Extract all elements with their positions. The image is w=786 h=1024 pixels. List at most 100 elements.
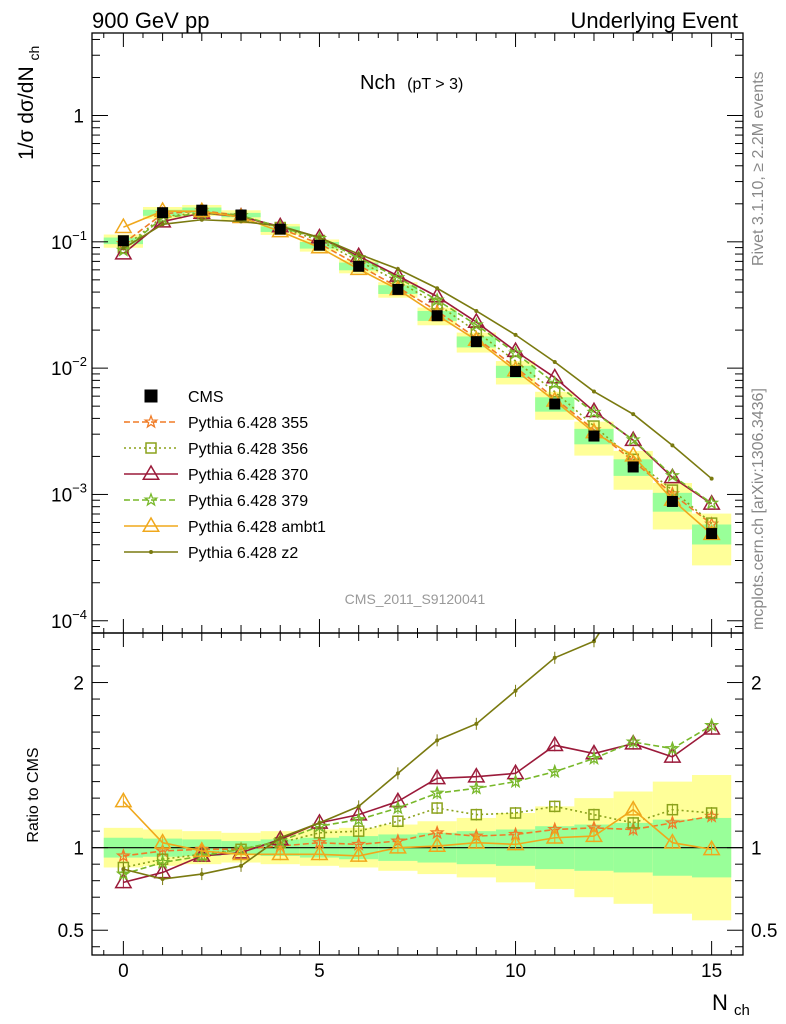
series-point-1 bbox=[549, 386, 561, 398]
data-point bbox=[157, 207, 169, 219]
ratio-point-5 bbox=[121, 867, 126, 872]
series-point-3 bbox=[429, 292, 445, 307]
ratio-point-5 bbox=[631, 578, 635, 582]
main-panel-bands bbox=[103, 204, 732, 566]
ratio-point-2 bbox=[663, 747, 682, 763]
ratio-point-2 bbox=[428, 768, 447, 785]
x-tick-label: 0 bbox=[118, 961, 129, 982]
ratio-tick-label-left: 2 bbox=[73, 674, 84, 695]
y-tick-base: 10 bbox=[51, 359, 72, 380]
y-tick-exponent: −3 bbox=[72, 480, 87, 495]
ratio-point-5 bbox=[395, 771, 400, 776]
series-point-3 bbox=[664, 467, 680, 483]
legend-marker bbox=[143, 414, 159, 429]
y-tick-exponent: −1 bbox=[72, 228, 87, 243]
ratio-point-5 bbox=[160, 877, 165, 882]
ratio-point-3 bbox=[507, 773, 524, 789]
ratio-point-4 bbox=[506, 834, 525, 851]
ratio-point-1 bbox=[666, 803, 679, 816]
series-point-5 bbox=[317, 235, 322, 240]
ratio-tick-label-left: 0.5 bbox=[58, 921, 84, 942]
ratio-tick-label-left: 1 bbox=[73, 839, 84, 860]
legend-label: CMS bbox=[188, 389, 224, 406]
series-point-5 bbox=[709, 476, 714, 481]
ratio-point-4 bbox=[467, 833, 486, 849]
ratio-point-3 bbox=[115, 866, 131, 881]
ratio-point-3 bbox=[429, 785, 445, 800]
series-point-5 bbox=[670, 443, 675, 448]
ratio-point-1 bbox=[352, 825, 365, 837]
data-point bbox=[666, 495, 678, 507]
legend-label: Pythia 6.428 370 bbox=[188, 467, 308, 484]
ratio-point-3 bbox=[468, 780, 484, 795]
ratio-line-4 bbox=[122, 800, 712, 857]
ratio-point-5 bbox=[670, 552, 674, 556]
series-point-4 bbox=[114, 217, 133, 234]
ratio-tick-label-right: 2 bbox=[751, 674, 762, 695]
ratio-point-1 bbox=[392, 815, 404, 827]
ratio-line-5 bbox=[123, 633, 601, 880]
ratio-point-4 bbox=[114, 791, 133, 808]
series-point-2 bbox=[428, 286, 447, 303]
main-panel-frame bbox=[91, 32, 744, 634]
y-tick-label: 10−4 bbox=[51, 607, 87, 633]
data-point bbox=[392, 283, 404, 295]
header-left-label: 900 GeV pp bbox=[92, 8, 209, 33]
series-point-3 bbox=[625, 431, 641, 447]
series-point-5 bbox=[356, 252, 361, 257]
ratio-point-5 bbox=[435, 738, 440, 743]
ratio-tick-label-right: 0.5 bbox=[751, 921, 777, 942]
x-axis-label: N ch bbox=[712, 990, 750, 1019]
y-tick-base: 1 bbox=[73, 107, 84, 128]
ratio-point-0 bbox=[664, 814, 680, 830]
ratio-point-3 bbox=[155, 854, 171, 869]
y-tick-label: 10−1 bbox=[51, 228, 87, 254]
ratio-point-4 bbox=[388, 838, 407, 854]
ratio-point-1 bbox=[470, 808, 483, 821]
series-point-5 bbox=[513, 332, 518, 337]
data-point bbox=[353, 260, 365, 272]
ratio-point-4 bbox=[663, 833, 682, 849]
series-point-5 bbox=[474, 308, 479, 313]
mcplots-label: mcplots.cern.ch [arXiv:1306.3436] bbox=[750, 388, 767, 630]
data-point bbox=[431, 310, 443, 322]
x-tick-label: 5 bbox=[314, 961, 325, 982]
series-point-5 bbox=[160, 222, 165, 227]
ratio-point-5 bbox=[552, 655, 557, 660]
ratio-point-4 bbox=[310, 844, 329, 861]
y-axis-label-main: 1/σ dσ/dN bbox=[15, 66, 38, 160]
ratio-point-3 bbox=[194, 847, 210, 863]
ratio-point-1 bbox=[627, 817, 639, 829]
ratio-point-3 bbox=[390, 800, 406, 815]
ratio-point-5 bbox=[199, 872, 204, 877]
legend-marker bbox=[141, 464, 161, 480]
ratio-point-3 bbox=[586, 750, 602, 765]
x-axis-label-main: N bbox=[712, 990, 728, 1015]
series-line-5 bbox=[122, 218, 713, 480]
ratio-point-4 bbox=[232, 844, 251, 861]
data-point bbox=[196, 204, 208, 216]
legend-marker bbox=[143, 492, 159, 507]
ratio-point-4 bbox=[428, 836, 447, 853]
y-tick-exponent: −4 bbox=[72, 607, 87, 622]
series-point-5 bbox=[631, 412, 636, 417]
y-tick-base: 10 bbox=[51, 485, 72, 506]
watermark-label: CMS_2011_S9120041 bbox=[345, 591, 486, 607]
legend-marker bbox=[144, 389, 158, 403]
ratio-point-4 bbox=[349, 846, 368, 862]
ratio-point-3 bbox=[664, 740, 680, 756]
plot-title-main: Nch bbox=[360, 72, 396, 94]
y-axis-label-sub: ch bbox=[26, 46, 42, 61]
ratio-tick-label-right: 1 bbox=[751, 839, 762, 860]
y-tick-label: 1 bbox=[73, 107, 84, 128]
legend-marker bbox=[141, 516, 161, 532]
plot-title: Nch (pT > 3) bbox=[360, 72, 463, 94]
ratio-point-5 bbox=[317, 820, 322, 825]
series-point-5 bbox=[199, 217, 204, 222]
x-axis-label-sub: ch bbox=[734, 1002, 750, 1019]
y-tick-base: 10 bbox=[51, 233, 72, 254]
ratio-point-2 bbox=[545, 735, 564, 752]
series-point-3 bbox=[586, 404, 602, 419]
